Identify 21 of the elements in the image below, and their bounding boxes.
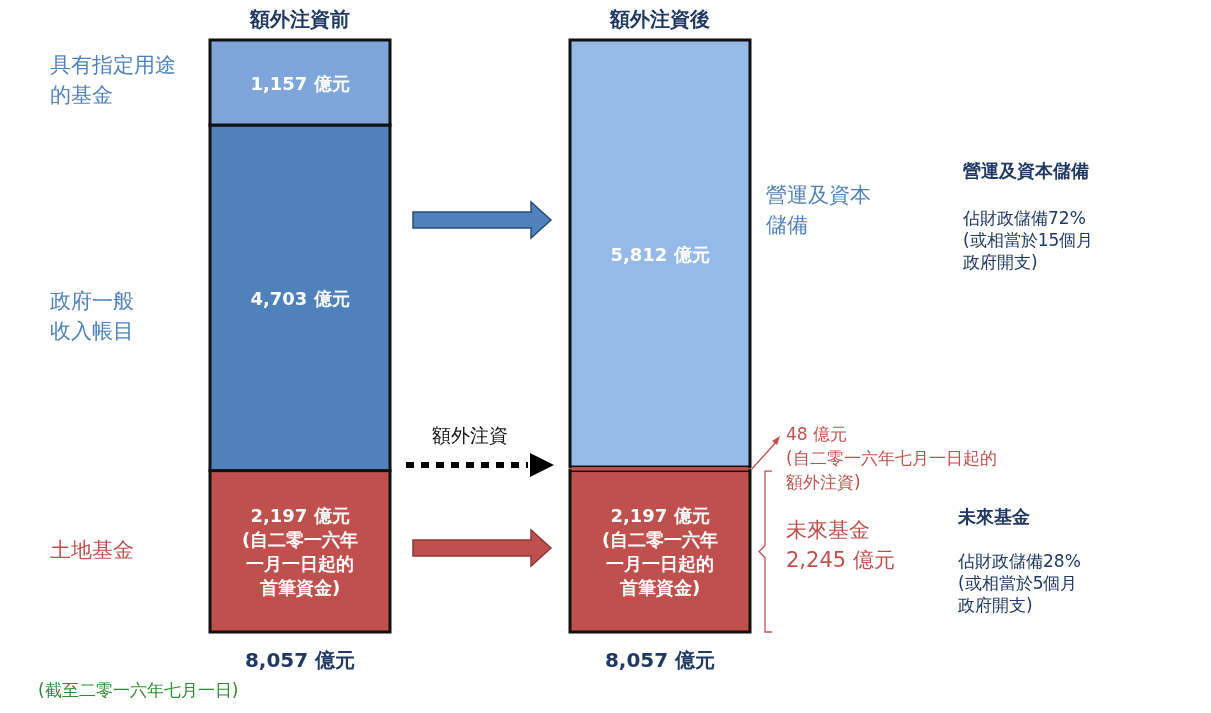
annotation: 未來基金 2,245 億元 [786,518,895,572]
data-label: 2,197 億元 (自二零一六年一月一日起的首筆資金) [601,504,719,598]
text: 佔財政儲備72% (或相當於15個月政府開支) [962,208,1094,272]
total-label: 8,057 億元 [244,648,356,672]
text: 營運及資本儲備 [963,159,1089,181]
x-tick-label: 額外注資後 [609,7,710,31]
data-label: 2,197 億元 (自二零一六年一月一日起的首筆資金) [241,504,359,598]
x-tick-label: 額外注資前 [249,7,350,31]
total-label: 8,057 億元 [604,648,716,672]
annotation: 48 億元 (自二零一六年七月一日起的額外注資) [786,424,997,492]
annotation: 政府一般收入帳目 [50,289,134,343]
data-label: 5,812 億元 [610,243,710,265]
text: 未來基金 [957,505,1030,527]
data-label: 4,703 億元 [250,287,350,309]
annotation: 營運及資本儲備 [766,183,871,237]
annotation: 具有指定用途的基金 [50,53,176,107]
annotation: 土地基金 [50,538,134,562]
text: (截至二零一六年七月一日) [38,680,239,700]
data-label: 1,157 億元 [250,72,350,94]
annotation: 額外注資 [432,424,508,446]
text: 佔財政儲備28% (或相當於5個月政府開支) [957,551,1081,615]
